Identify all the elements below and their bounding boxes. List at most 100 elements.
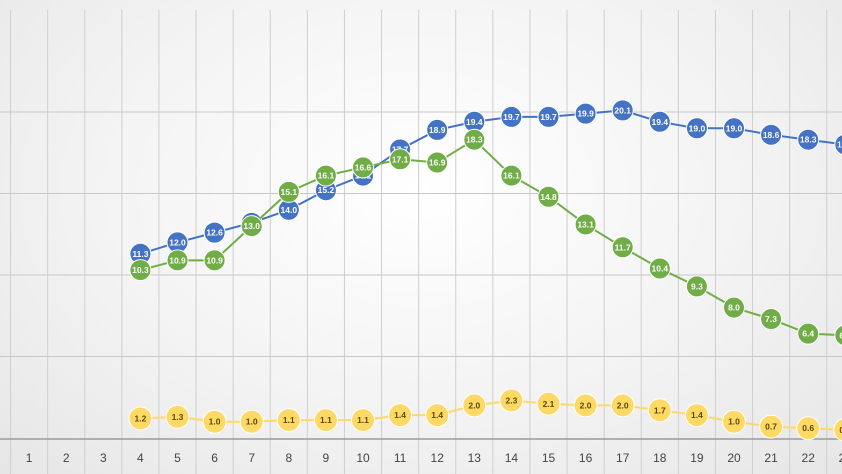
x-tick-label: 17: [616, 451, 630, 465]
data-point: [760, 308, 783, 331]
data-point: [610, 393, 635, 418]
data-point: [240, 215, 263, 238]
data-label: 19.4: [466, 117, 483, 127]
data-label: 1.1: [357, 415, 369, 425]
data-label: 19.7: [540, 112, 557, 122]
x-tick-label: 21: [764, 451, 778, 465]
data-label: 1.4: [691, 410, 703, 420]
data-label: 18.3: [466, 135, 483, 145]
data-point: [463, 128, 486, 151]
data-point: [685, 117, 708, 140]
data-label: 16.9: [429, 158, 446, 168]
data-label: 1.4: [394, 410, 406, 420]
data-label: 12.0: [169, 237, 186, 247]
data-label: 1.0: [246, 417, 258, 427]
data-label: 10.9: [206, 255, 223, 265]
data-point: [611, 99, 634, 122]
data-point: [834, 134, 842, 156]
data-point: [722, 409, 746, 434]
data-label: 7.3: [765, 314, 777, 324]
data-label: 0.7: [765, 422, 777, 432]
data-label: 14.8: [540, 192, 557, 202]
data-label: 18.0: [837, 140, 842, 150]
data-point: [313, 408, 338, 433]
x-axis-ticks: 1234567891011121314151617181920212223: [26, 451, 842, 465]
x-tick-label: 7: [248, 451, 255, 465]
data-point: [648, 110, 671, 133]
data-point: [797, 128, 820, 151]
data-label: 1.1: [283, 415, 295, 425]
data-label: 1.2: [134, 413, 146, 423]
data-point: [723, 117, 745, 140]
data-point: [537, 185, 560, 208]
gridlines: [0, 10, 842, 474]
data-label: 18.6: [763, 130, 780, 140]
data-point: [611, 236, 634, 259]
data-point: [833, 418, 842, 442]
data-point: [685, 275, 708, 298]
data-point: [648, 257, 671, 280]
data-label: 1.3: [172, 412, 184, 422]
data-label: 1.0: [209, 417, 221, 427]
data-label: 10.4: [652, 263, 669, 273]
data-label: 2.0: [468, 400, 480, 410]
x-tick-label: 9: [323, 451, 330, 465]
data-label: 2.0: [580, 400, 592, 410]
data-label: 15.1: [281, 187, 298, 197]
series-layer: 11.312.012.613.214.015.216.117.718.919.4…: [128, 99, 842, 442]
data-point: [203, 249, 226, 272]
data-label: 1.4: [431, 410, 443, 420]
data-point: [426, 118, 449, 141]
data-label: 16.1: [503, 171, 520, 181]
x-tick-label: 8: [285, 451, 292, 465]
data-label: 18.3: [800, 135, 817, 145]
data-point: [425, 403, 450, 428]
data-label: 19.0: [689, 123, 706, 133]
x-tick-label: 22: [802, 451, 816, 465]
data-label: 6.3: [839, 330, 842, 340]
x-tick-label: 13: [468, 451, 482, 465]
x-tick-label: 18: [653, 451, 667, 465]
data-point: [129, 259, 152, 282]
data-point: [759, 414, 784, 439]
x-tick-label: 19: [690, 451, 704, 465]
x-tick-label: 6: [211, 451, 218, 465]
data-point: [499, 388, 524, 413]
data-label: 2.3: [505, 396, 517, 406]
data-point: [462, 393, 487, 418]
data-point: [128, 406, 153, 431]
data-point: [500, 105, 523, 128]
data-point: [796, 416, 821, 441]
x-tick-label: 12: [431, 451, 445, 465]
data-label: 17.1: [392, 154, 409, 164]
data-point: [389, 148, 412, 171]
data-point: [165, 404, 190, 429]
data-point: [537, 105, 560, 128]
data-label: 18.9: [429, 125, 446, 135]
series-1: 11.312.012.613.214.015.216.117.718.919.4…: [129, 99, 842, 265]
data-label: 10.3: [132, 265, 149, 275]
x-tick-label: 3: [100, 451, 107, 465]
data-label: 6.4: [802, 329, 814, 339]
x-tick-label: 10: [356, 451, 370, 465]
data-label: 1.1: [320, 415, 332, 425]
data-point: [536, 391, 561, 416]
x-tick-label: 14: [505, 451, 519, 465]
x-tick-label: 15: [542, 451, 556, 465]
data-point: [834, 324, 842, 346]
data-label: 13.0: [243, 221, 260, 231]
data-point: [314, 164, 337, 187]
data-label: 16.6: [355, 162, 372, 172]
data-label: 14.0: [281, 205, 298, 215]
data-label: 11.3: [132, 249, 148, 259]
data-point: [277, 180, 300, 203]
data-point: [202, 409, 227, 434]
data-point: [276, 408, 301, 433]
data-label: 20.1: [614, 105, 631, 115]
data-label: 0.5: [839, 425, 842, 435]
data-label: 15.2: [318, 185, 335, 195]
data-label: 13.1: [577, 219, 594, 229]
data-point: [574, 102, 597, 125]
data-label: 1.0: [728, 417, 740, 427]
